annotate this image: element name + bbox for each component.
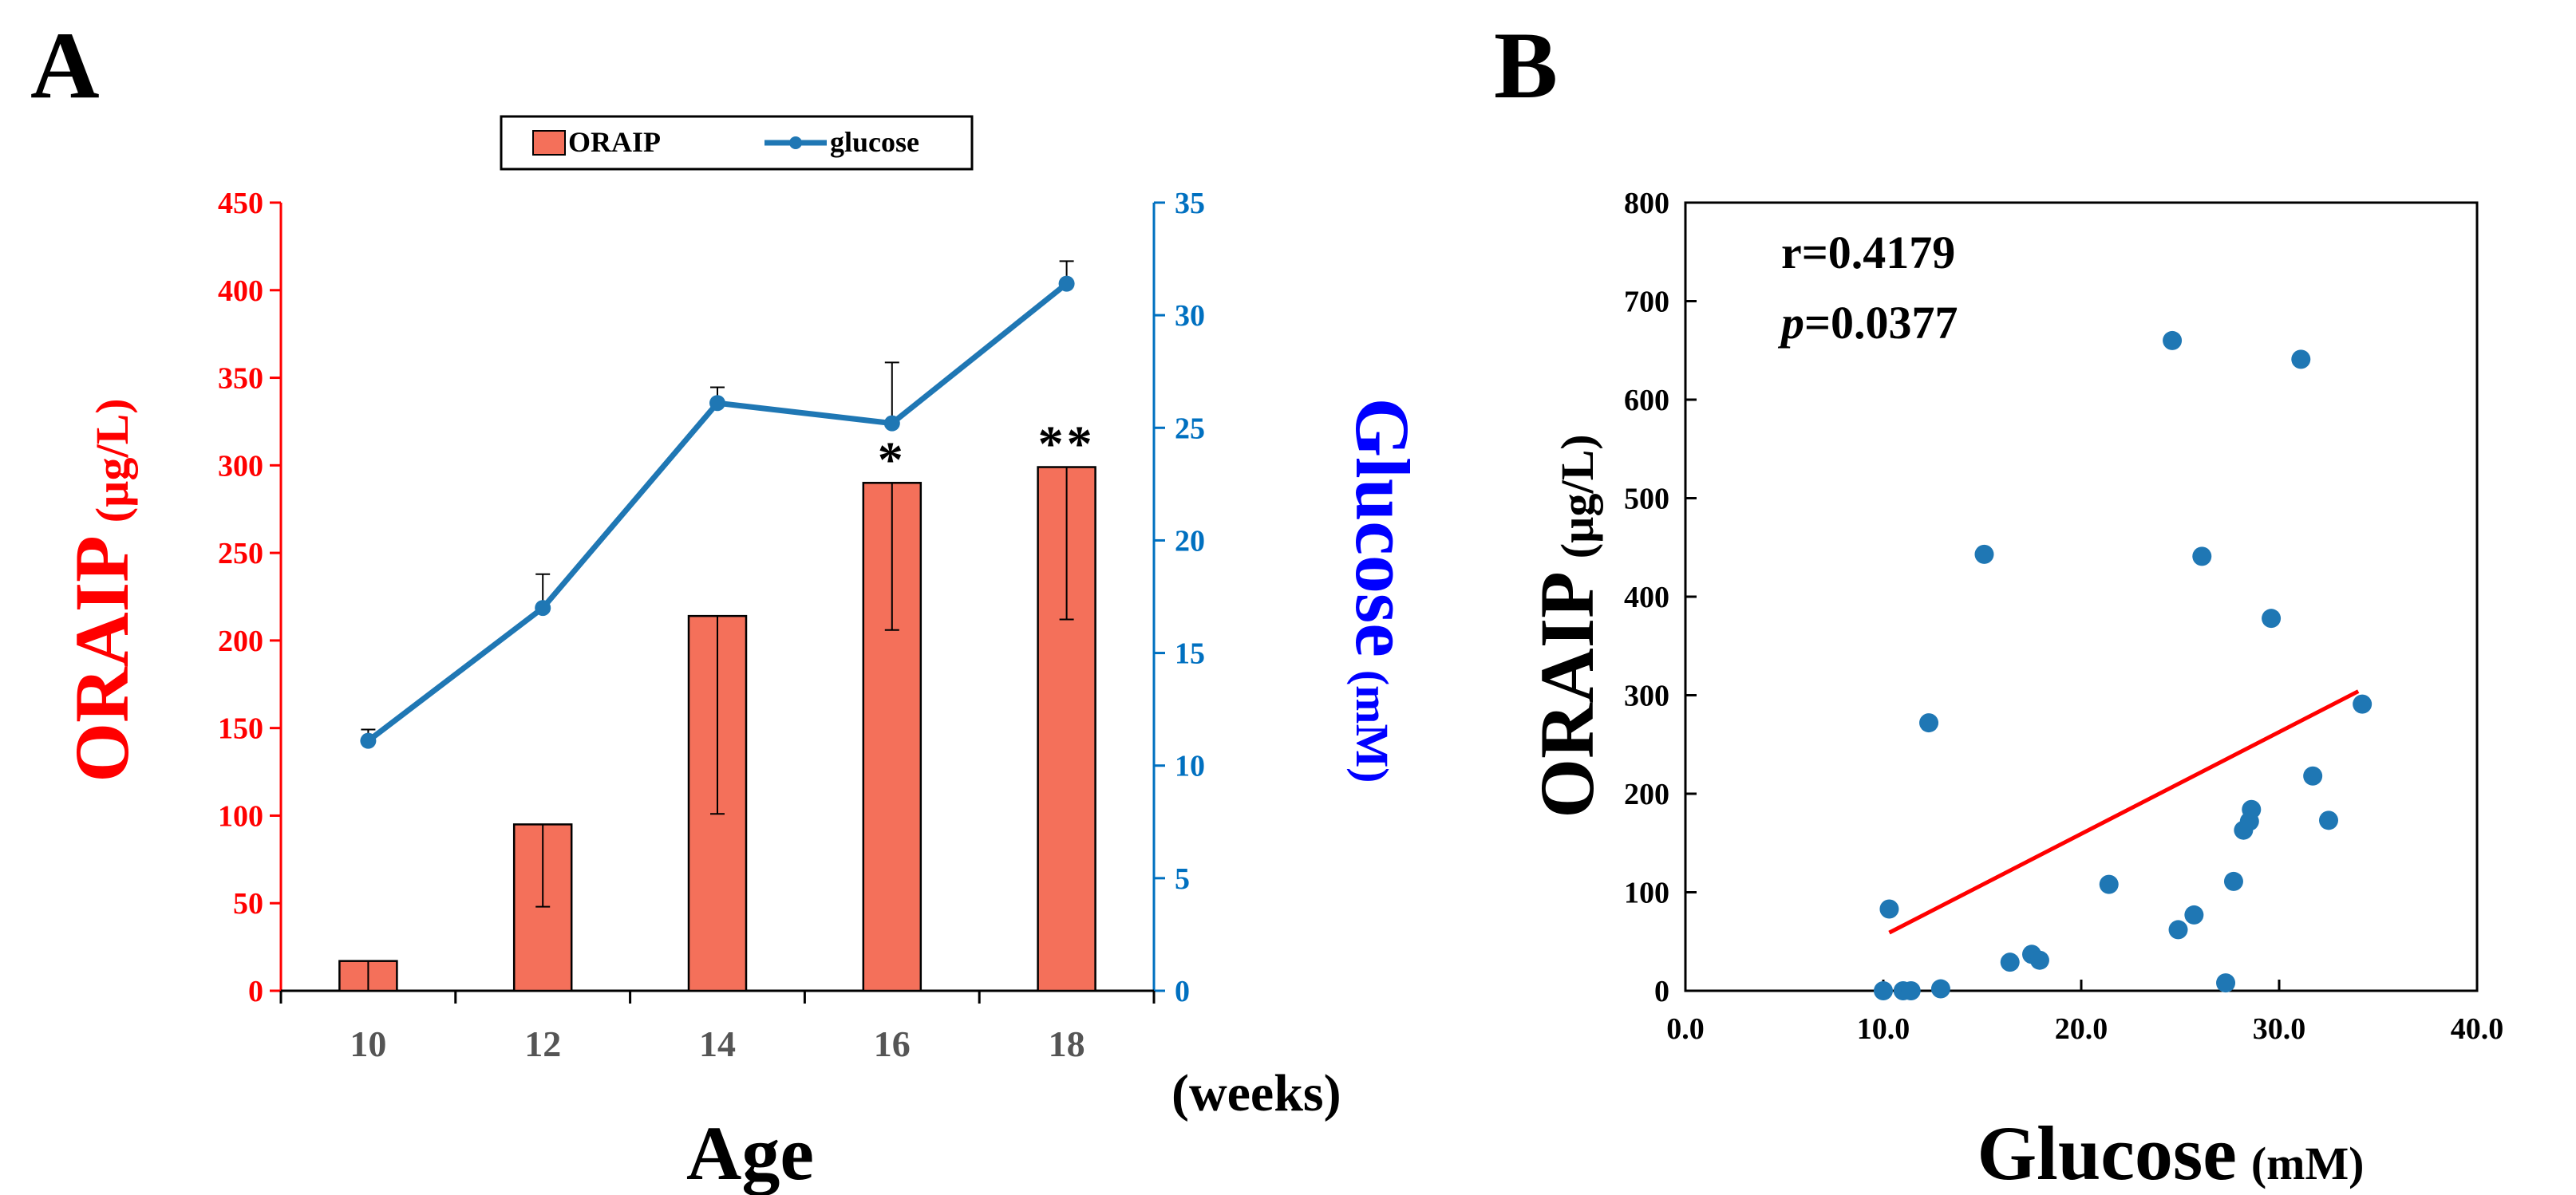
scatter-point [2029, 950, 2049, 970]
scatter-point [2291, 349, 2311, 369]
x-axis-unit-a: (weeks) [1171, 1064, 1341, 1122]
y-left-tick-label: 50 [233, 887, 263, 921]
legend-bar-swatch [532, 130, 566, 156]
stats-p-value: =0.0377 [1804, 297, 1958, 349]
scatter-point [1901, 981, 1921, 1000]
y-tick-label-b: 300 [1624, 680, 1669, 713]
y-tick-label-b: 0 [1654, 975, 1669, 1008]
y-left-tick-label: 450 [218, 187, 263, 220]
scatter-point [2184, 905, 2204, 925]
x-title-b-unit: (mM) [2251, 1138, 2365, 1189]
scatter-point [2168, 920, 2188, 940]
scatter-point [1879, 899, 1899, 919]
y-title-b-main: ORAIP [1524, 571, 1610, 818]
y-tick-label-b: 400 [1624, 581, 1669, 614]
panel-b: 0 100 200 300 400 500 600 700 800 0.0 10.0 20.0 30.0… [1524, 187, 2503, 1195]
stats-p: p=0.0377 [1777, 297, 1958, 349]
x-tick-label-b: 0.0 [1666, 1012, 1705, 1046]
legend-a: ORAIP glucose [500, 115, 974, 171]
y-right-tick-label: 15 [1175, 637, 1205, 671]
scatter-point [2192, 546, 2212, 566]
y-axis-title-b: ORAIP (µg/L) [1524, 434, 1610, 818]
scatter-point [2353, 694, 2373, 714]
glucose-point [883, 415, 900, 432]
scatter-point [2000, 952, 2020, 972]
y-tick-label-b: 100 [1624, 877, 1669, 910]
x-tick-label-a: 16 [874, 1023, 911, 1064]
scatter-point [1874, 981, 1893, 1000]
glucose-point [535, 600, 551, 617]
x-tick-label-a: 14 [699, 1023, 736, 1064]
y-left-tick-label: 200 [218, 625, 263, 658]
significance-mark: ** [1038, 416, 1096, 472]
scatter-point [2319, 810, 2338, 830]
scatter-point [1930, 979, 1950, 999]
y-right-tick-label: 30 [1175, 299, 1205, 333]
y-right-title-unit: (mM) [1346, 670, 1398, 783]
scatter-point [1919, 713, 1939, 733]
y-left-tick-label: 300 [218, 449, 263, 483]
scatter-point [2262, 609, 2282, 629]
y-left-tick-label: 0 [248, 975, 263, 1008]
y-tick-label-b: 600 [1624, 384, 1669, 417]
regression-line [1888, 689, 2360, 935]
y-right-tick-label: 10 [1175, 750, 1205, 783]
panel-label-a: A [30, 12, 100, 118]
y-left-title-unit: (µg/L) [86, 398, 138, 523]
scatter-point [2303, 766, 2323, 786]
x-axis-title-a: Age [686, 1110, 814, 1195]
y-right-axis-title: Glucose (mM) [1340, 398, 1425, 783]
x-tick-label-a: 12 [524, 1023, 561, 1064]
y-left-tick-label: 150 [218, 712, 263, 746]
y-tick-label-b: 200 [1624, 778, 1669, 811]
y-right-tick-label: 20 [1175, 524, 1205, 558]
y-left-tick-label: 250 [218, 537, 263, 570]
x-tick-label-a: 18 [1049, 1023, 1085, 1064]
x-tick-label-b: 40.0 [2451, 1012, 2504, 1046]
x-axis-title-b: Glucose (mM) [1977, 1110, 2365, 1195]
glucose-point [360, 732, 377, 749]
stats-r: r=0.4179 [1781, 227, 1955, 278]
y-right-tick-label: 5 [1175, 862, 1190, 896]
y-tick-label-b: 700 [1624, 286, 1669, 319]
legend-box [500, 115, 974, 171]
y-title-b-unit: (µg/L) [1551, 434, 1603, 558]
x-title-b-main: Glucose [1977, 1110, 2237, 1195]
y-tick-label-b: 500 [1624, 483, 1669, 516]
y-left-axis-title: ORAIP (µg/L) [59, 398, 144, 782]
y-left-tick-label: 400 [218, 274, 263, 308]
scatter-point [2163, 330, 2183, 350]
y-right-tick-label: 25 [1175, 412, 1205, 445]
scatter-point [2242, 799, 2262, 819]
glucose-point [709, 395, 725, 412]
legend-line-label: glucose [830, 126, 919, 158]
y-left-tick-label: 350 [218, 362, 263, 396]
panel-label-b: B [1494, 12, 1558, 118]
y-right-title-main: Glucose [1340, 398, 1425, 657]
legend-line-marker [789, 136, 802, 149]
y-left-title-main: ORAIP [59, 535, 144, 782]
x-tick-label-b: 20.0 [2055, 1012, 2108, 1046]
significance-mark: * [878, 431, 907, 487]
scatter-point [2216, 973, 2236, 993]
x-tick-label-b: 30.0 [2253, 1012, 2306, 1046]
y-right-tick-label: 35 [1175, 187, 1205, 220]
glucose-point [1058, 275, 1075, 292]
y-tick-label-b: 800 [1624, 187, 1669, 220]
scatter-point [1974, 544, 1994, 564]
legend-bar-label: ORAIP [568, 126, 661, 158]
stats-p-symbol: p [1777, 297, 1804, 349]
scatter-point [2223, 871, 2243, 891]
panel-a: ORAIP glucose 05010015020025030035040045… [59, 115, 1425, 1195]
x-tick-label-a: 10 [350, 1023, 386, 1064]
y-left-tick-label: 100 [218, 799, 263, 833]
scatter-point [2099, 874, 2119, 894]
x-tick-label-b: 10.0 [1857, 1012, 1910, 1046]
y-right-tick-label: 0 [1175, 975, 1190, 1008]
